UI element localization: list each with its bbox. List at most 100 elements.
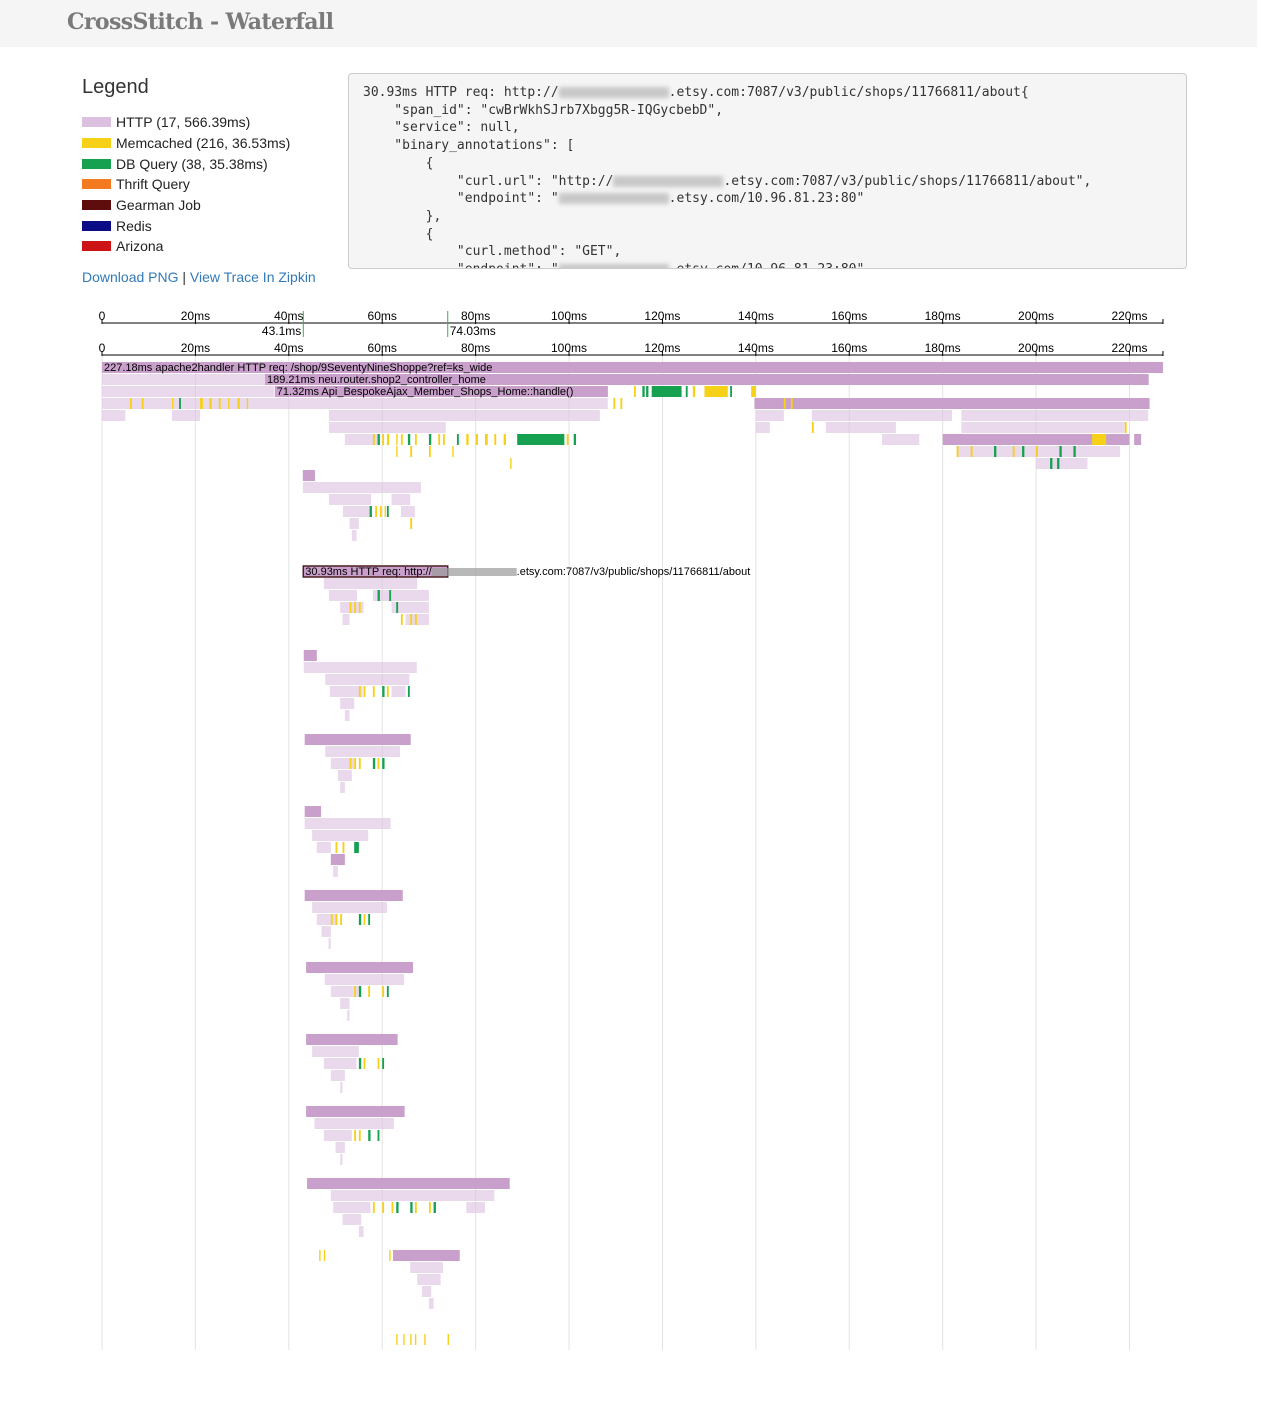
code-line: "curl.method": "GET", [363, 243, 1186, 261]
span [316, 842, 331, 853]
span [382, 986, 385, 997]
span [386, 686, 389, 697]
span [391, 494, 411, 505]
span [428, 1202, 431, 1213]
x-tick-label: 120ms [644, 341, 680, 355]
span [754, 398, 1150, 409]
redacted [558, 193, 669, 205]
span [410, 446, 413, 457]
span [942, 434, 1130, 445]
span [386, 506, 389, 517]
span [304, 818, 391, 829]
legend-item: Memcached (216, 36.53ms) [82, 133, 290, 154]
span [335, 1142, 345, 1153]
span [382, 758, 385, 769]
span [1012, 446, 1015, 457]
span [377, 1058, 380, 1069]
span [400, 614, 403, 625]
span [340, 998, 350, 1009]
redacted [431, 568, 517, 576]
span [414, 1334, 417, 1345]
span-detail: 30.93ms HTTP req: http:// .etsy.com:7087/… [348, 73, 1187, 269]
x-tick-label: 180ms [925, 309, 961, 323]
span [372, 686, 375, 697]
legend: Legend HTTP (17, 566.39ms) Memcached (216,… [82, 76, 290, 257]
x-tick-label: 160ms [831, 309, 867, 323]
span [956, 446, 959, 457]
span [414, 614, 417, 625]
span [303, 650, 317, 661]
span [264, 374, 1149, 385]
span [646, 386, 649, 397]
span [428, 446, 431, 457]
span [633, 386, 636, 397]
span [685, 386, 688, 397]
span [433, 1202, 436, 1213]
span [428, 434, 432, 445]
span [368, 1130, 371, 1141]
span [466, 434, 469, 445]
span [956, 446, 1121, 457]
span [391, 602, 429, 613]
legend-swatch [82, 179, 111, 190]
span [321, 926, 331, 937]
span [342, 842, 345, 853]
span [651, 386, 682, 397]
span [379, 506, 382, 517]
x-tick-label: 180ms [925, 341, 961, 355]
redacted [558, 264, 669, 268]
span [811, 422, 814, 433]
span [414, 1202, 417, 1213]
span [358, 1058, 362, 1069]
code-text: .etsy.com/10.96.81.23:80" [669, 262, 865, 268]
span [354, 842, 359, 853]
span [330, 1070, 345, 1081]
span [961, 410, 1149, 421]
span [200, 398, 203, 409]
span [970, 446, 973, 457]
span [363, 686, 366, 697]
legend-items: HTTP (17, 566.39ms) Memcached (216, 36.53… [82, 112, 290, 257]
span [403, 1334, 405, 1345]
redacted [613, 175, 724, 187]
span [328, 410, 600, 421]
span [304, 890, 403, 901]
download-link[interactable]: Download PNG [82, 269, 179, 285]
span [372, 1202, 375, 1213]
span [307, 1178, 510, 1189]
span [1050, 458, 1053, 469]
legend-label: Memcached (216, 36.53ms) [116, 135, 291, 152]
span [344, 434, 378, 445]
x-tick-label: 220ms [1111, 309, 1147, 323]
span [494, 434, 497, 445]
x-tick-label: 60ms [368, 309, 397, 323]
x-tick-label: 40ms [274, 309, 303, 323]
span [755, 422, 770, 433]
span [340, 698, 355, 709]
span [102, 386, 274, 397]
span [246, 398, 249, 409]
code-text: "curl.method": "GET", [363, 244, 622, 260]
span [312, 902, 387, 913]
span [407, 434, 411, 445]
span [237, 398, 240, 409]
span [391, 1202, 394, 1213]
legend-item: Gearman Job [82, 195, 290, 216]
legend-item: Arizona [82, 236, 290, 257]
x-tick-label: 0 [99, 341, 106, 355]
span [503, 434, 506, 445]
span [456, 434, 459, 445]
page-title: CrossStitch - Waterfall [67, 9, 334, 35]
x-tick-label: 200ms [1018, 309, 1054, 323]
span [330, 986, 359, 997]
span [130, 398, 132, 409]
span [475, 434, 478, 445]
legend-label: Gearman Job [116, 197, 201, 214]
span [389, 590, 392, 601]
span [994, 446, 997, 457]
span [368, 986, 371, 997]
span [342, 506, 372, 517]
span [358, 758, 361, 769]
zipkin-link[interactable]: View Trace In Zipkin [189, 269, 316, 285]
span [325, 674, 410, 685]
